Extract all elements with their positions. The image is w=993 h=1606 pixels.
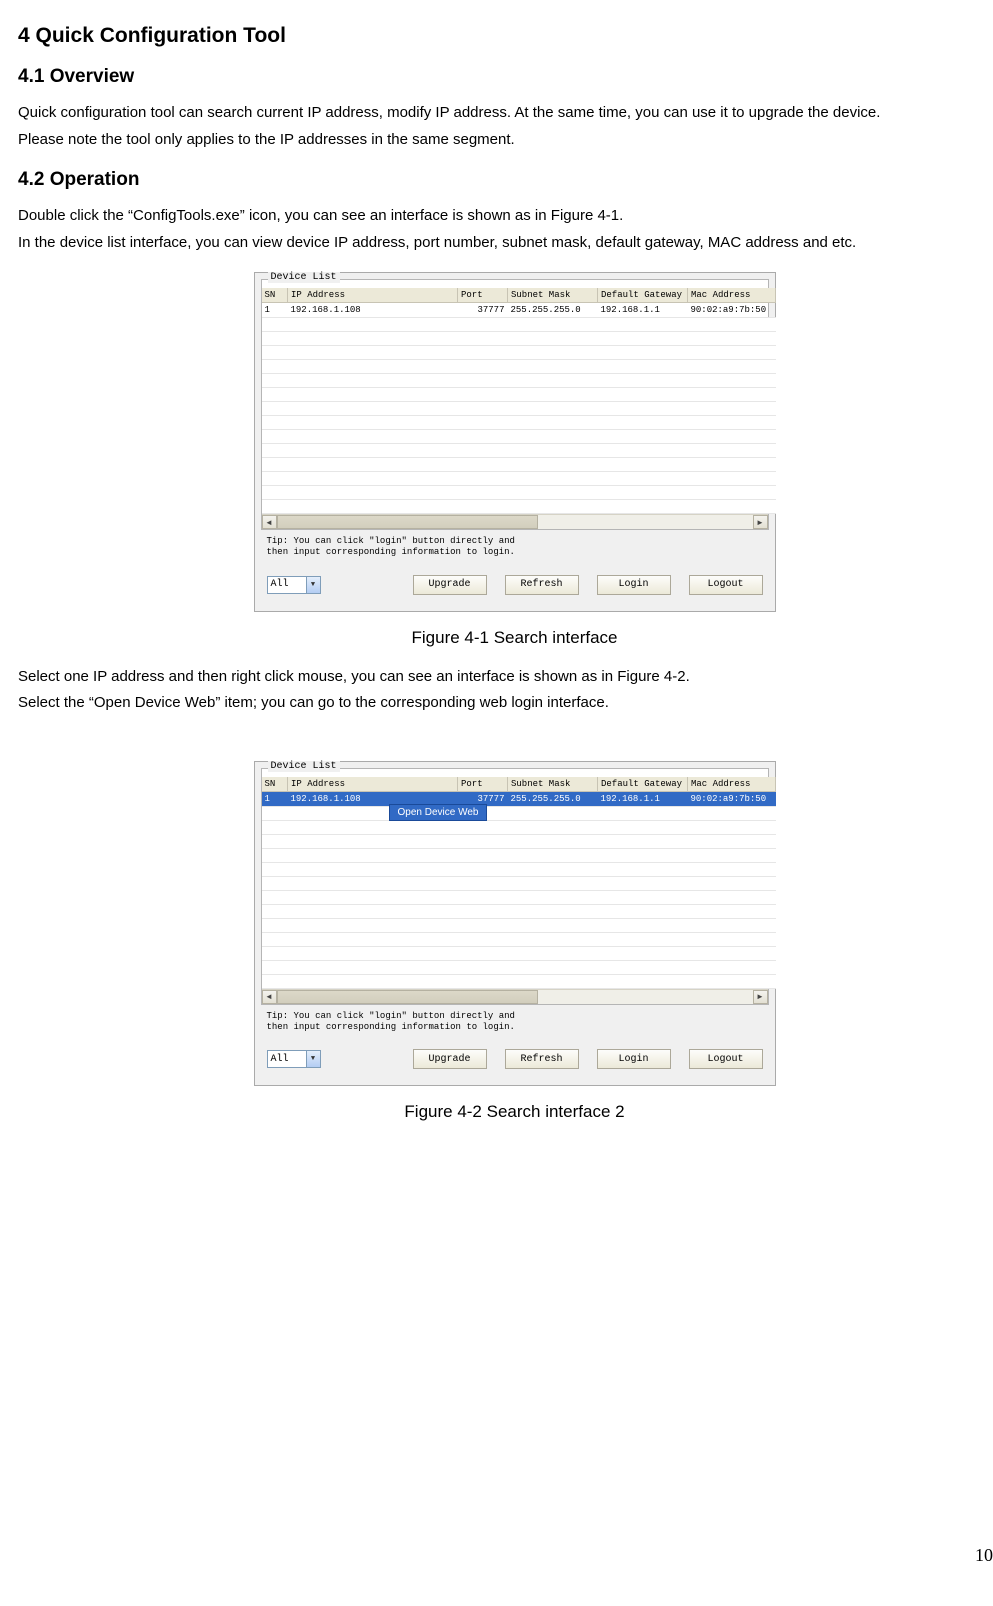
scroll-track[interactable] bbox=[277, 515, 753, 529]
scroll-thumb[interactable] bbox=[277, 990, 539, 1004]
figure-4-2: Device List SNIP AddressPortSubnet MaskD… bbox=[18, 761, 993, 1123]
table-row bbox=[262, 932, 776, 946]
para: Please note the tool only applies to the… bbox=[18, 129, 993, 152]
fieldset-legend: Device List bbox=[268, 761, 340, 772]
table-row bbox=[262, 834, 776, 848]
device-list-table[interactable]: SNIP AddressPortSubnet MaskDefault Gatew… bbox=[262, 777, 777, 989]
table-row bbox=[262, 388, 776, 402]
column-header[interactable]: Default Gateway bbox=[598, 288, 688, 303]
table-row[interactable]: 1192.168.1.10837777255.255.255.0192.168.… bbox=[262, 791, 776, 806]
table-row bbox=[262, 806, 776, 820]
table-row[interactable]: 1192.168.1.10837777255.255.255.0192.168.… bbox=[262, 303, 776, 318]
tip-line: Tip: You can click "login" button direct… bbox=[267, 536, 763, 547]
table-row bbox=[262, 472, 776, 486]
tip-text: Tip: You can click "login" button direct… bbox=[261, 1005, 769, 1044]
column-header[interactable]: Subnet Mask bbox=[508, 288, 598, 303]
para: In the device list interface, you can vi… bbox=[18, 232, 993, 255]
table-row bbox=[262, 960, 776, 974]
table-row bbox=[262, 918, 776, 932]
column-header[interactable]: Port bbox=[458, 288, 508, 303]
table-row bbox=[262, 360, 776, 374]
tip-line: then input corresponding information to … bbox=[267, 547, 763, 558]
table-row bbox=[262, 374, 776, 388]
tip-line: then input corresponding information to … bbox=[267, 1022, 763, 1033]
fieldset-legend: Device List bbox=[268, 272, 340, 283]
scroll-left-button[interactable]: ◄ bbox=[262, 990, 277, 1004]
refresh-button[interactable]: Refresh bbox=[505, 1049, 579, 1069]
device-list-table[interactable]: SNIP AddressPortSubnet MaskDefault Gatew… bbox=[262, 288, 777, 514]
figure-caption: Figure 4-1 Search interface bbox=[412, 628, 618, 648]
table-row bbox=[262, 820, 776, 834]
bottom-toolbar: All ▼ Upgrade Refresh Login Logout bbox=[261, 569, 769, 605]
para: Double click the “ConfigTools.exe” icon,… bbox=[18, 205, 993, 228]
horizontal-scrollbar[interactable]: ◄ ► bbox=[262, 989, 768, 1004]
table-row bbox=[262, 430, 776, 444]
logout-button[interactable]: Logout bbox=[689, 1049, 763, 1069]
table-row bbox=[262, 402, 776, 416]
scroll-thumb[interactable] bbox=[277, 515, 539, 529]
dropdown-value: All bbox=[268, 579, 306, 590]
page: 4 Quick Configuration Tool 4.1 Overview … bbox=[18, 24, 993, 1582]
tip-text: Tip: You can click "login" button direct… bbox=[261, 530, 769, 569]
figure-4-1: Device List SNIP AddressPortSubnet MaskD… bbox=[18, 272, 993, 648]
scroll-track[interactable] bbox=[277, 990, 753, 1004]
table-row bbox=[262, 500, 776, 514]
table-row bbox=[262, 458, 776, 472]
bottom-toolbar: All ▼ Upgrade Refresh Login Logout bbox=[261, 1043, 769, 1079]
table-row bbox=[262, 876, 776, 890]
overview-text: Quick configuration tool can search curr… bbox=[18, 102, 993, 151]
table-row bbox=[262, 904, 776, 918]
upgrade-button[interactable]: Upgrade bbox=[413, 1049, 487, 1069]
table-row bbox=[262, 974, 776, 988]
column-header[interactable]: SN bbox=[262, 777, 288, 792]
column-header[interactable]: Mac Address bbox=[688, 288, 776, 303]
tip-line: Tip: You can click "login" button direct… bbox=[267, 1011, 763, 1022]
chevron-down-icon: ▼ bbox=[306, 1051, 320, 1067]
table-row bbox=[262, 346, 776, 360]
scroll-right-button[interactable]: ► bbox=[753, 990, 768, 1004]
scroll-right-button[interactable]: ► bbox=[753, 515, 768, 529]
column-header[interactable]: SN bbox=[262, 288, 288, 303]
filter-dropdown[interactable]: All ▼ bbox=[267, 1050, 321, 1068]
para: Select one IP address and then right cli… bbox=[18, 666, 993, 689]
dropdown-value: All bbox=[268, 1054, 306, 1065]
table-row bbox=[262, 416, 776, 430]
table-row bbox=[262, 862, 776, 876]
horizontal-scrollbar[interactable]: ◄ ► bbox=[262, 514, 768, 529]
heading-main: 4 Quick Configuration Tool bbox=[18, 24, 993, 48]
refresh-button[interactable]: Refresh bbox=[505, 575, 579, 595]
config-tool-window: Device List SNIP AddressPortSubnet MaskD… bbox=[254, 272, 776, 612]
config-tool-window: Device List SNIP AddressPortSubnet MaskD… bbox=[254, 761, 776, 1087]
para: Quick configuration tool can search curr… bbox=[18, 102, 993, 125]
logout-button[interactable]: Logout bbox=[689, 575, 763, 595]
chevron-down-icon: ▼ bbox=[306, 577, 320, 593]
column-header[interactable]: IP Address bbox=[288, 288, 458, 303]
between-figs-text: Select one IP address and then right cli… bbox=[18, 666, 993, 715]
table-row bbox=[262, 946, 776, 960]
operation-text: Double click the “ConfigTools.exe” icon,… bbox=[18, 205, 993, 254]
heading-operation: 4.2 Operation bbox=[18, 169, 993, 191]
table-row bbox=[262, 332, 776, 346]
login-button[interactable]: Login bbox=[597, 1049, 671, 1069]
column-header[interactable]: IP Address bbox=[288, 777, 458, 792]
table-row bbox=[262, 318, 776, 332]
scroll-left-button[interactable]: ◄ bbox=[262, 515, 277, 529]
column-header[interactable]: Port bbox=[458, 777, 508, 792]
column-header[interactable]: Default Gateway bbox=[598, 777, 688, 792]
page-number: 10 bbox=[975, 1545, 993, 1566]
column-header[interactable]: Mac Address bbox=[688, 777, 776, 792]
heading-overview: 4.1 Overview bbox=[18, 66, 993, 88]
table-row bbox=[262, 890, 776, 904]
filter-dropdown[interactable]: All ▼ bbox=[267, 576, 321, 594]
login-button[interactable]: Login bbox=[597, 575, 671, 595]
column-header[interactable]: Subnet Mask bbox=[508, 777, 598, 792]
table-row bbox=[262, 848, 776, 862]
table-row bbox=[262, 444, 776, 458]
context-menu-open-device-web[interactable]: Open Device Web bbox=[389, 804, 488, 821]
para: Select the “Open Device Web” item; you c… bbox=[18, 692, 993, 715]
upgrade-button[interactable]: Upgrade bbox=[413, 575, 487, 595]
table-row bbox=[262, 486, 776, 500]
figure-caption: Figure 4-2 Search interface 2 bbox=[404, 1102, 624, 1122]
